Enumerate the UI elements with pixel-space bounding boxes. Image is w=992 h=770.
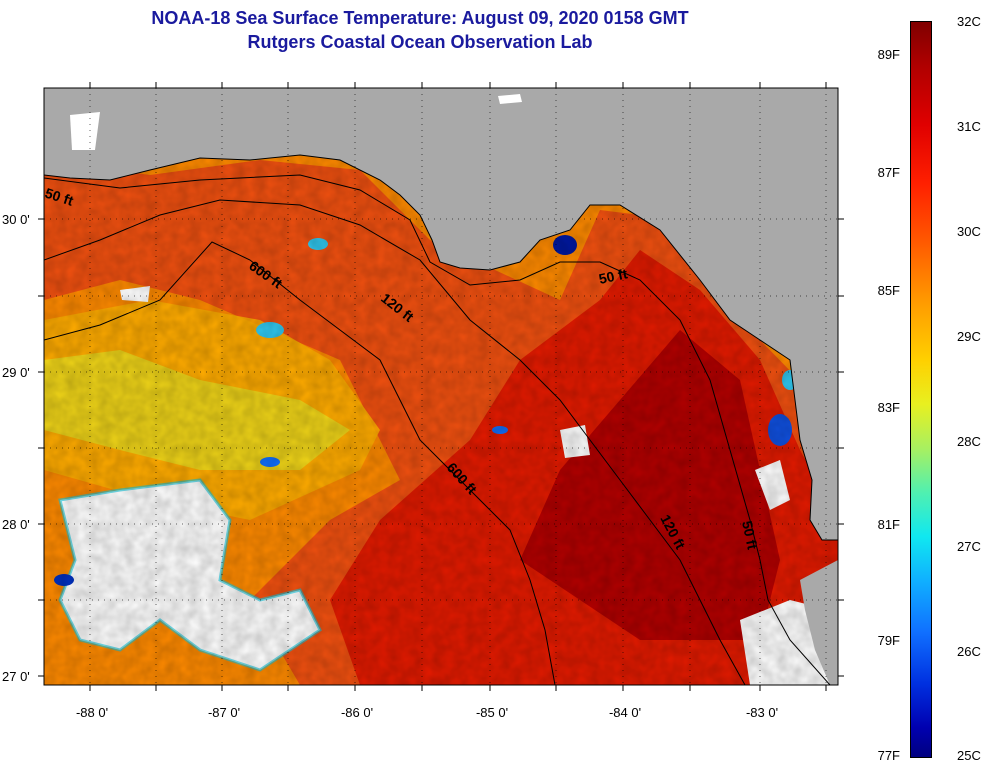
- lat-label: 30 0': [2, 212, 30, 227]
- lon-label: -85 0': [475, 705, 509, 720]
- land-mass: [44, 88, 838, 540]
- contour-120ft: [44, 199, 746, 685]
- fahrenheit-label: 87F: [877, 165, 900, 180]
- lon-label: -83 0': [745, 705, 779, 720]
- celsius-label: 25C: [957, 748, 981, 763]
- celsius-label: 26C: [957, 644, 981, 659]
- celsius-label: 28C: [957, 434, 981, 449]
- lon-label: -84 0': [608, 705, 642, 720]
- coastline: [44, 154, 838, 541]
- contour-50ft: [44, 174, 831, 685]
- fahrenheit-label: 81F: [877, 517, 900, 532]
- fahrenheit-label: 79F: [877, 633, 900, 648]
- map-subtitle: Rutgers Coastal Ocean Observation Lab: [247, 32, 593, 52]
- land-mass: [800, 560, 838, 685]
- fahrenheit-label: 89F: [877, 47, 900, 62]
- fahrenheit-label: 85F: [877, 283, 900, 298]
- grid: [44, 88, 838, 685]
- axis-ticks: [38, 82, 844, 691]
- lon-label: -88 0': [75, 705, 109, 720]
- fahrenheit-label: 77F: [877, 748, 900, 763]
- contour-label: 50 ft: [739, 519, 761, 551]
- lat-label: 28 0': [2, 517, 30, 532]
- inland-water: [498, 94, 522, 104]
- celsius-label: 32C: [957, 14, 981, 29]
- lat-label: 27 0': [2, 669, 30, 684]
- color-scale-bar: [910, 21, 932, 758]
- map-frame: [43, 87, 839, 686]
- celsius-label: 30C: [957, 224, 981, 239]
- fahrenheit-label: 83F: [877, 400, 900, 415]
- lon-label: -86 0': [340, 705, 374, 720]
- celsius-label: 27C: [957, 539, 981, 554]
- map-title: NOAA-18 Sea Surface Temperature: August …: [151, 8, 689, 28]
- lon-label: -87 0': [207, 705, 241, 720]
- contour-label: 50 ft: [597, 265, 629, 287]
- contour-600ft: [44, 241, 556, 685]
- celsius-label: 31C: [957, 119, 981, 134]
- lat-label: 29 0': [2, 365, 30, 380]
- celsius-label: 29C: [957, 329, 981, 344]
- inland-water: [70, 112, 100, 150]
